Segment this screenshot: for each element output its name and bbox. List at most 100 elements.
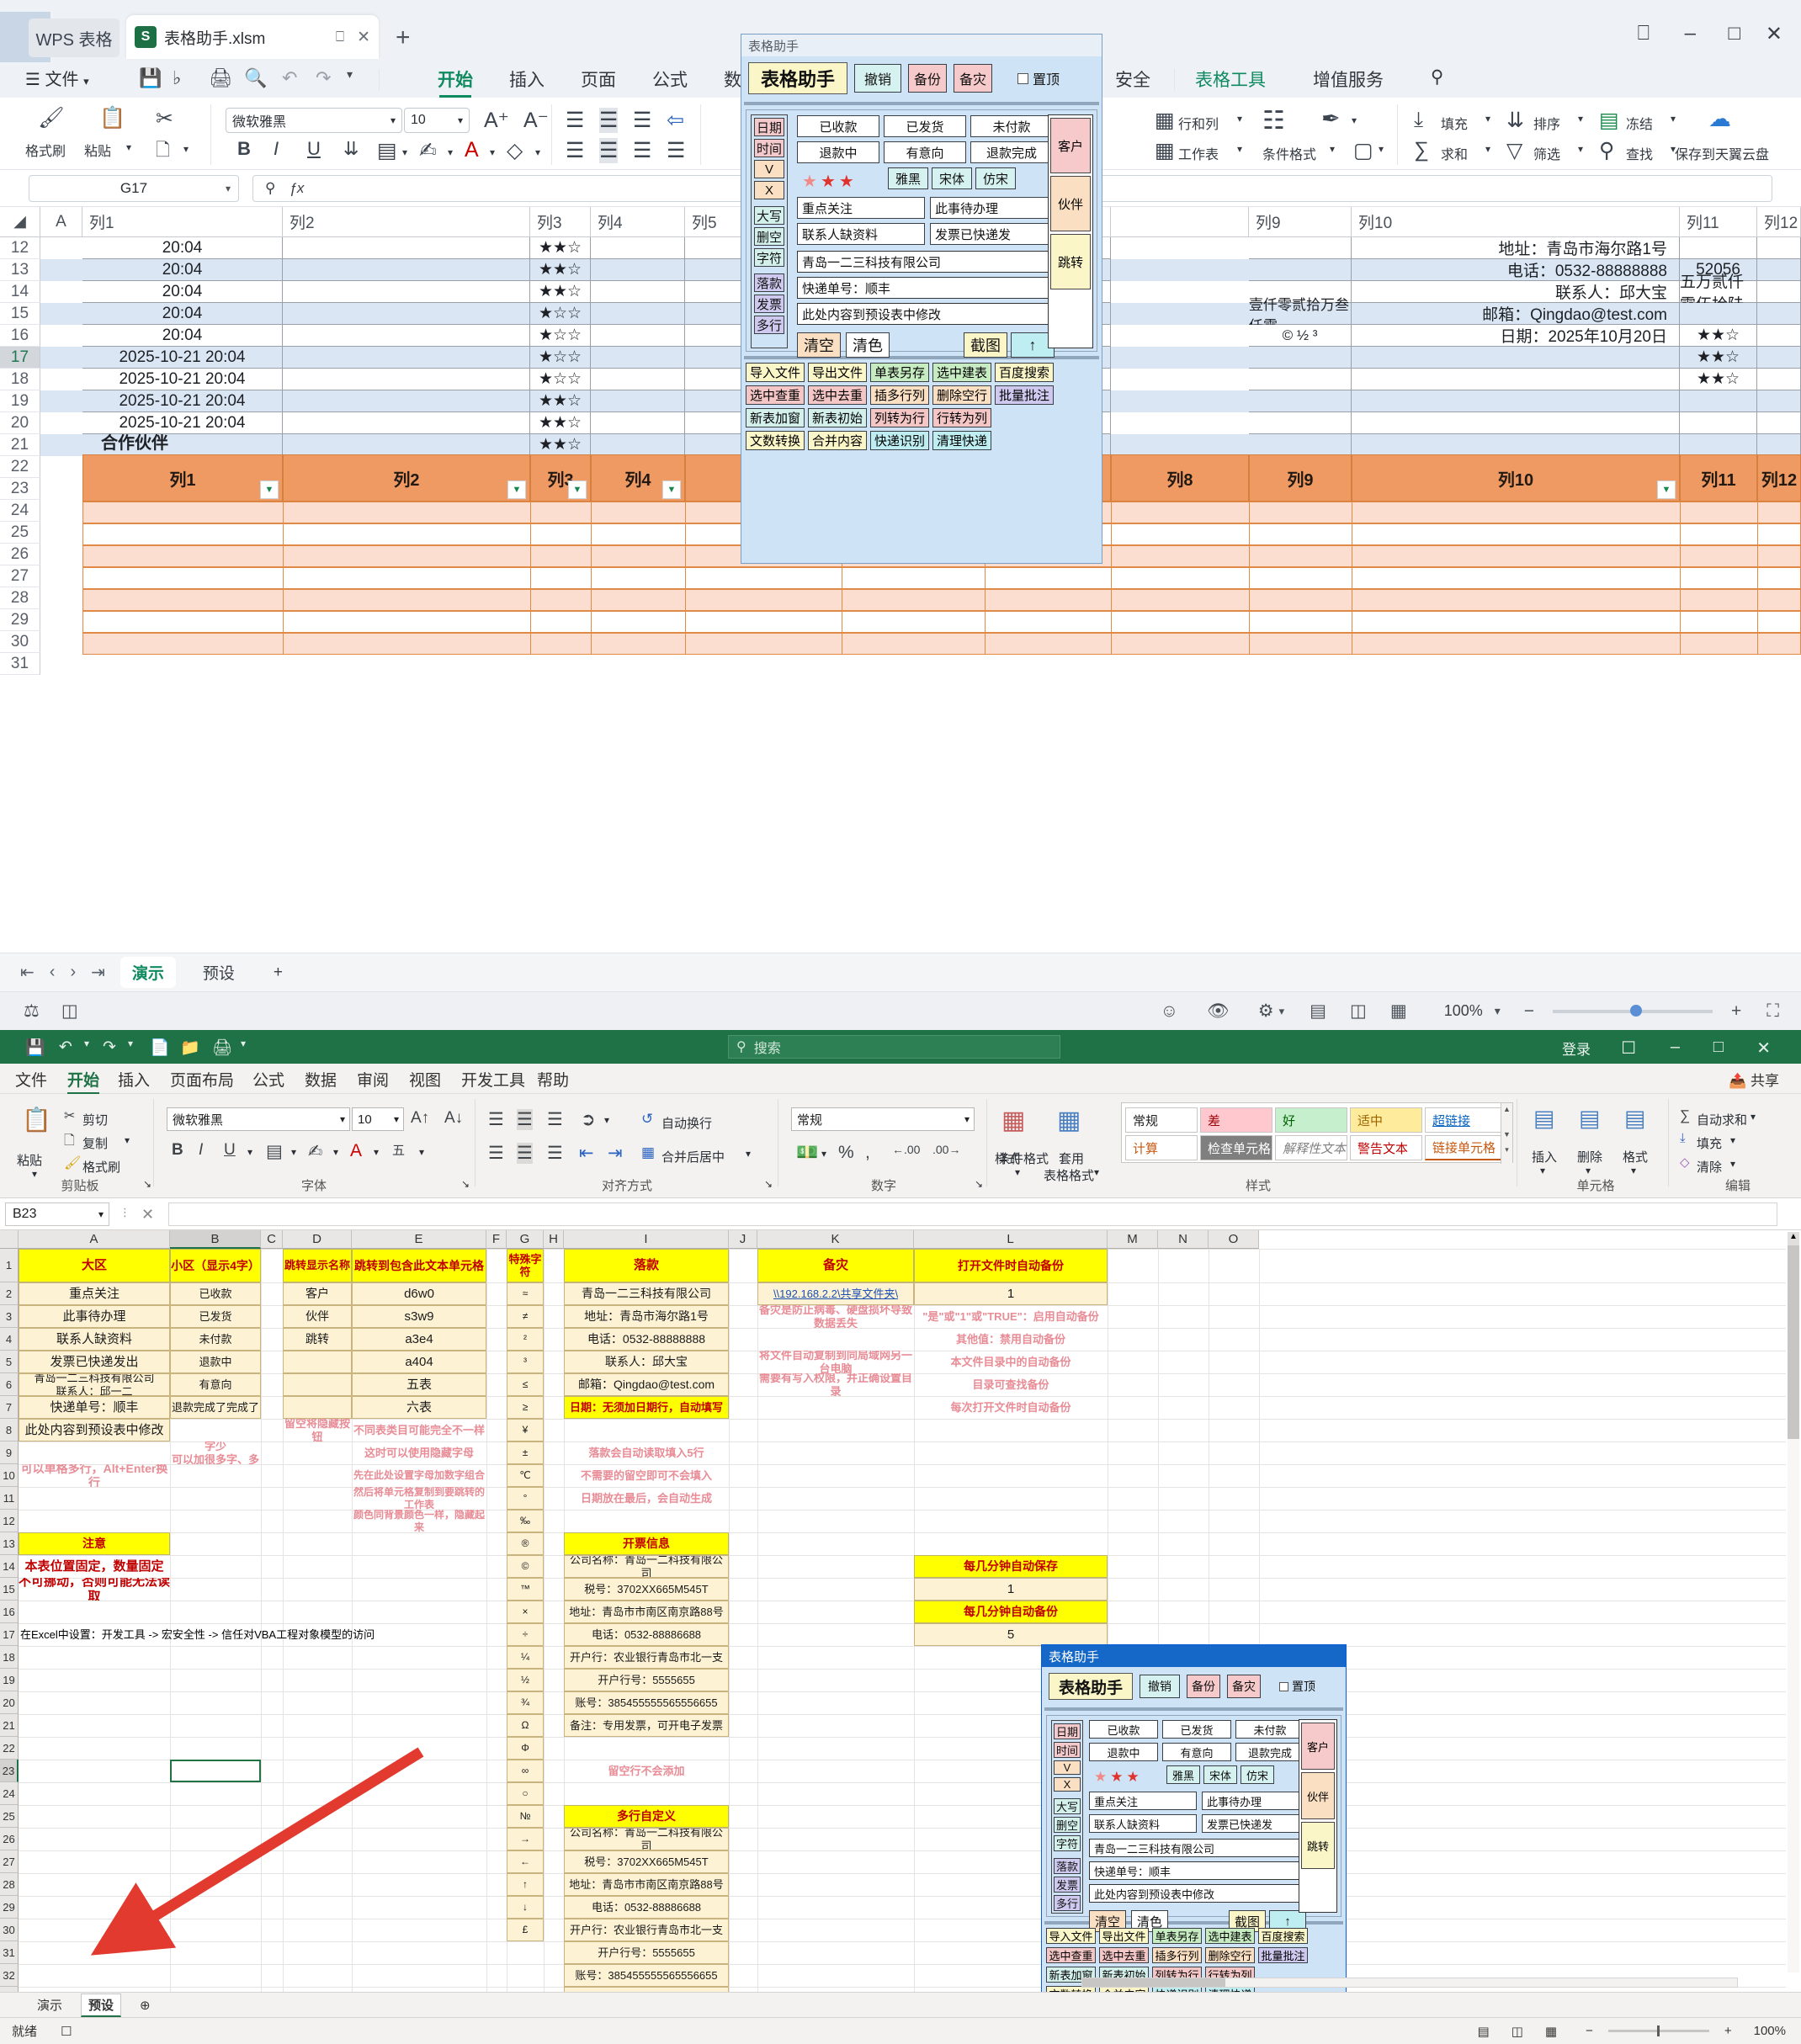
fill-icon[interactable]: ⤓ xyxy=(1414,108,1424,131)
conditional-format-label[interactable]: 条件格式 xyxy=(1262,148,1317,162)
move-up-button[interactable]: ↑ xyxy=(1011,332,1055,358)
excel-col-header-O[interactable]: O xyxy=(1209,1230,1259,1249)
excel-row-header[interactable]: 31 xyxy=(0,1941,19,1964)
helper-rail-发票[interactable]: 发票 xyxy=(754,295,784,313)
col-header-12[interactable]: 列12 xyxy=(1757,207,1801,237)
cell-multiline-31[interactable]: 开户行号：5555655 xyxy=(564,1941,729,1964)
grid-cell[interactable] xyxy=(1757,390,1801,412)
excel-row-header[interactable]: 22 xyxy=(0,1737,19,1760)
rows-columns-caret-icon[interactable]: ▾ xyxy=(1237,113,1243,125)
cell-specialchar-4[interactable]: ² xyxy=(507,1328,544,1351)
cell-invoice-18[interactable]: 开户行：农业银行青岛市北一支 xyxy=(564,1646,729,1669)
justify-icon[interactable]: ☰ xyxy=(667,139,686,162)
excel-row-header[interactable]: 17 xyxy=(0,1623,19,1646)
excel-table-format-caret-icon[interactable]: ▾ xyxy=(1094,1166,1100,1178)
cell-specialchar-20[interactable]: ¾ xyxy=(507,1691,544,1714)
partner-col-header[interactable]: 列12 xyxy=(1757,454,1801,502)
helper-side-客户[interactable]: 客户 xyxy=(1301,1723,1335,1770)
filter-caret-icon[interactable]: ▾ xyxy=(1578,143,1584,155)
grid-cell[interactable]: ★☆☆ xyxy=(530,303,591,325)
helper-status-未付款[interactable]: 未付款 xyxy=(970,115,1053,137)
excel-orientation-caret-icon[interactable]: ▾ xyxy=(604,1114,610,1126)
helper-rail-字符[interactable]: 字符 xyxy=(754,248,784,267)
helper-rail-V[interactable]: V xyxy=(1054,1760,1081,1775)
star-icon[interactable]: ★ xyxy=(820,173,836,191)
excel-col-header-E[interactable]: E xyxy=(352,1230,486,1249)
excel-format-cells-caret-icon[interactable]: ▾ xyxy=(1631,1165,1637,1176)
prev-sheet-icon[interactable]: ‹ xyxy=(49,963,56,981)
helper-font-宋体[interactable]: 宋体 xyxy=(932,167,972,189)
grid-cell[interactable]: 2025-10-21 20:04 xyxy=(82,369,283,390)
cell-style-检查单元格[interactable]: 检查单元格 xyxy=(1200,1135,1272,1160)
grid-cell[interactable] xyxy=(283,259,530,281)
font-name-select[interactable]: 微软雅黑 ▾ xyxy=(226,108,402,133)
partner-col-header[interactable]: 列4 ▼ xyxy=(591,454,685,502)
helper-font-仿宋[interactable]: 仿宋 xyxy=(975,167,1016,189)
cell-specialchar-26[interactable]: → xyxy=(507,1828,544,1850)
excel-phonetic-icon[interactable]: 五 xyxy=(392,1144,406,1158)
grid-cell[interactable]: 2025-10-21 20:04 xyxy=(82,390,283,412)
wps-row-header[interactable]: 19 xyxy=(0,390,40,412)
excel-paste-icon[interactable]: 📋 xyxy=(22,1107,51,1133)
cloud-icon[interactable]: ☁ xyxy=(1708,106,1731,131)
excel-select-all-corner[interactable] xyxy=(0,1230,19,1249)
col-header-11[interactable]: 列11 xyxy=(1680,207,1757,237)
helper-tag-联系人缺资料[interactable]: 联系人缺资料 xyxy=(1089,1814,1197,1833)
align-left-icon[interactable]: ☰ xyxy=(566,139,585,162)
cell-jumpname-2[interactable]: 客户 xyxy=(283,1282,352,1305)
excel-clear-label[interactable]: 清除 xyxy=(1697,1160,1723,1175)
tab-value-added[interactable]: 增值服务 xyxy=(1313,71,1384,90)
excel-formula-input[interactable] xyxy=(168,1203,1777,1226)
excel-paste-caret-icon[interactable]: ▾ xyxy=(32,1168,38,1180)
cell-region-7[interactable]: 快递单号：顺丰 xyxy=(19,1396,170,1419)
excel-fill-label[interactable]: 填充 xyxy=(1697,1137,1723,1151)
grid-cell[interactable]: 2025-10-21 20:04 xyxy=(82,347,283,369)
excel-font-color-icon[interactable]: A xyxy=(350,1141,363,1160)
filter-icon[interactable]: ▽ xyxy=(1506,139,1523,162)
paint-table-caret-icon[interactable]: ▾ xyxy=(1352,114,1357,126)
helper-font-雅黑[interactable]: 雅黑 xyxy=(888,167,928,189)
redo-icon[interactable]: ↷ xyxy=(316,67,332,88)
helper-tool-选中建表[interactable]: 选中建表 xyxy=(932,363,991,382)
excel-row-header[interactable]: 26 xyxy=(0,1828,19,1850)
partner-row[interactable] xyxy=(82,633,1801,655)
partner-col-header[interactable]: 列9 xyxy=(1249,454,1352,502)
grid-cell[interactable]: 电话：0532-88888888 xyxy=(1352,259,1680,281)
helper-tool-批量批注[interactable]: 批量批注 xyxy=(995,385,1054,405)
cell-style-超链接[interactable]: 超链接 xyxy=(1425,1107,1502,1133)
find-icon[interactable]: ⚲ xyxy=(1599,139,1615,162)
conditional-format-caret-icon[interactable]: ▾ xyxy=(1330,143,1336,155)
excel-number-format-select[interactable]: 常规 ▾ xyxy=(791,1107,975,1131)
helper-panel-wps[interactable]: 表格助手 表格助手 撤销 备份 备灾 置顶 日期 时间 V X 大写 删空 字符 落款 发票 多行… xyxy=(741,34,1102,564)
helper-tool-新表加窗[interactable]: 新表加窗 xyxy=(746,408,805,427)
excel-row-header[interactable]: 28 xyxy=(0,1873,19,1896)
excel-tab-pagelayout[interactable]: 页面布局 xyxy=(170,1072,235,1090)
grid-cell[interactable] xyxy=(283,237,530,259)
disaster-backup-button[interactable]: 备灾 xyxy=(954,64,992,93)
helper-status-已发货[interactable]: 已发货 xyxy=(1162,1720,1231,1739)
tab-security[interactable]: 安全 xyxy=(1115,71,1150,90)
note-jump-4[interactable]: 然后将单元格复制到要跳转的工作表 xyxy=(353,1487,485,1510)
cell-specialchar-11[interactable]: ° xyxy=(507,1487,544,1510)
note-signature-3[interactable]: 日期放在最后，会自动生成 xyxy=(580,1491,712,1505)
grid-cell[interactable] xyxy=(1249,390,1352,412)
grid-cell[interactable] xyxy=(283,369,530,390)
align-top-icon[interactable]: ☰ xyxy=(566,109,585,132)
grid-cell[interactable] xyxy=(1757,303,1801,325)
excel-col-header-H[interactable]: H xyxy=(544,1230,564,1249)
helper-tool-导出文件[interactable]: 导出文件 xyxy=(1099,1928,1149,1944)
grid-cell[interactable]: ★★☆ xyxy=(1680,325,1757,347)
excel-tab-data[interactable]: 数据 xyxy=(305,1072,337,1090)
note-multiline[interactable]: 可以单格多行，Alt+Enter换行 xyxy=(20,1464,168,1487)
cell-subregion-3[interactable]: 已发货 xyxy=(170,1305,261,1328)
grid-cell[interactable] xyxy=(591,303,685,325)
excel-increase-indent-icon[interactable]: ⇥ xyxy=(608,1144,623,1163)
excel-row-header[interactable]: 24 xyxy=(0,1782,19,1805)
cell-multiline-27[interactable]: 税号：3702XX665M545T xyxy=(564,1850,729,1873)
grid-cell[interactable] xyxy=(1249,281,1352,303)
helper-text-row[interactable]: 快递单号：顺丰 xyxy=(1089,1861,1310,1880)
excel-account-icon[interactable]: ☐ xyxy=(1621,1039,1636,1058)
star-rating[interactable]: ★ ★ ★ xyxy=(1094,1769,1140,1786)
helper-status-有意向[interactable]: 有意向 xyxy=(884,141,966,163)
helper-rail-V[interactable]: V xyxy=(754,160,784,178)
